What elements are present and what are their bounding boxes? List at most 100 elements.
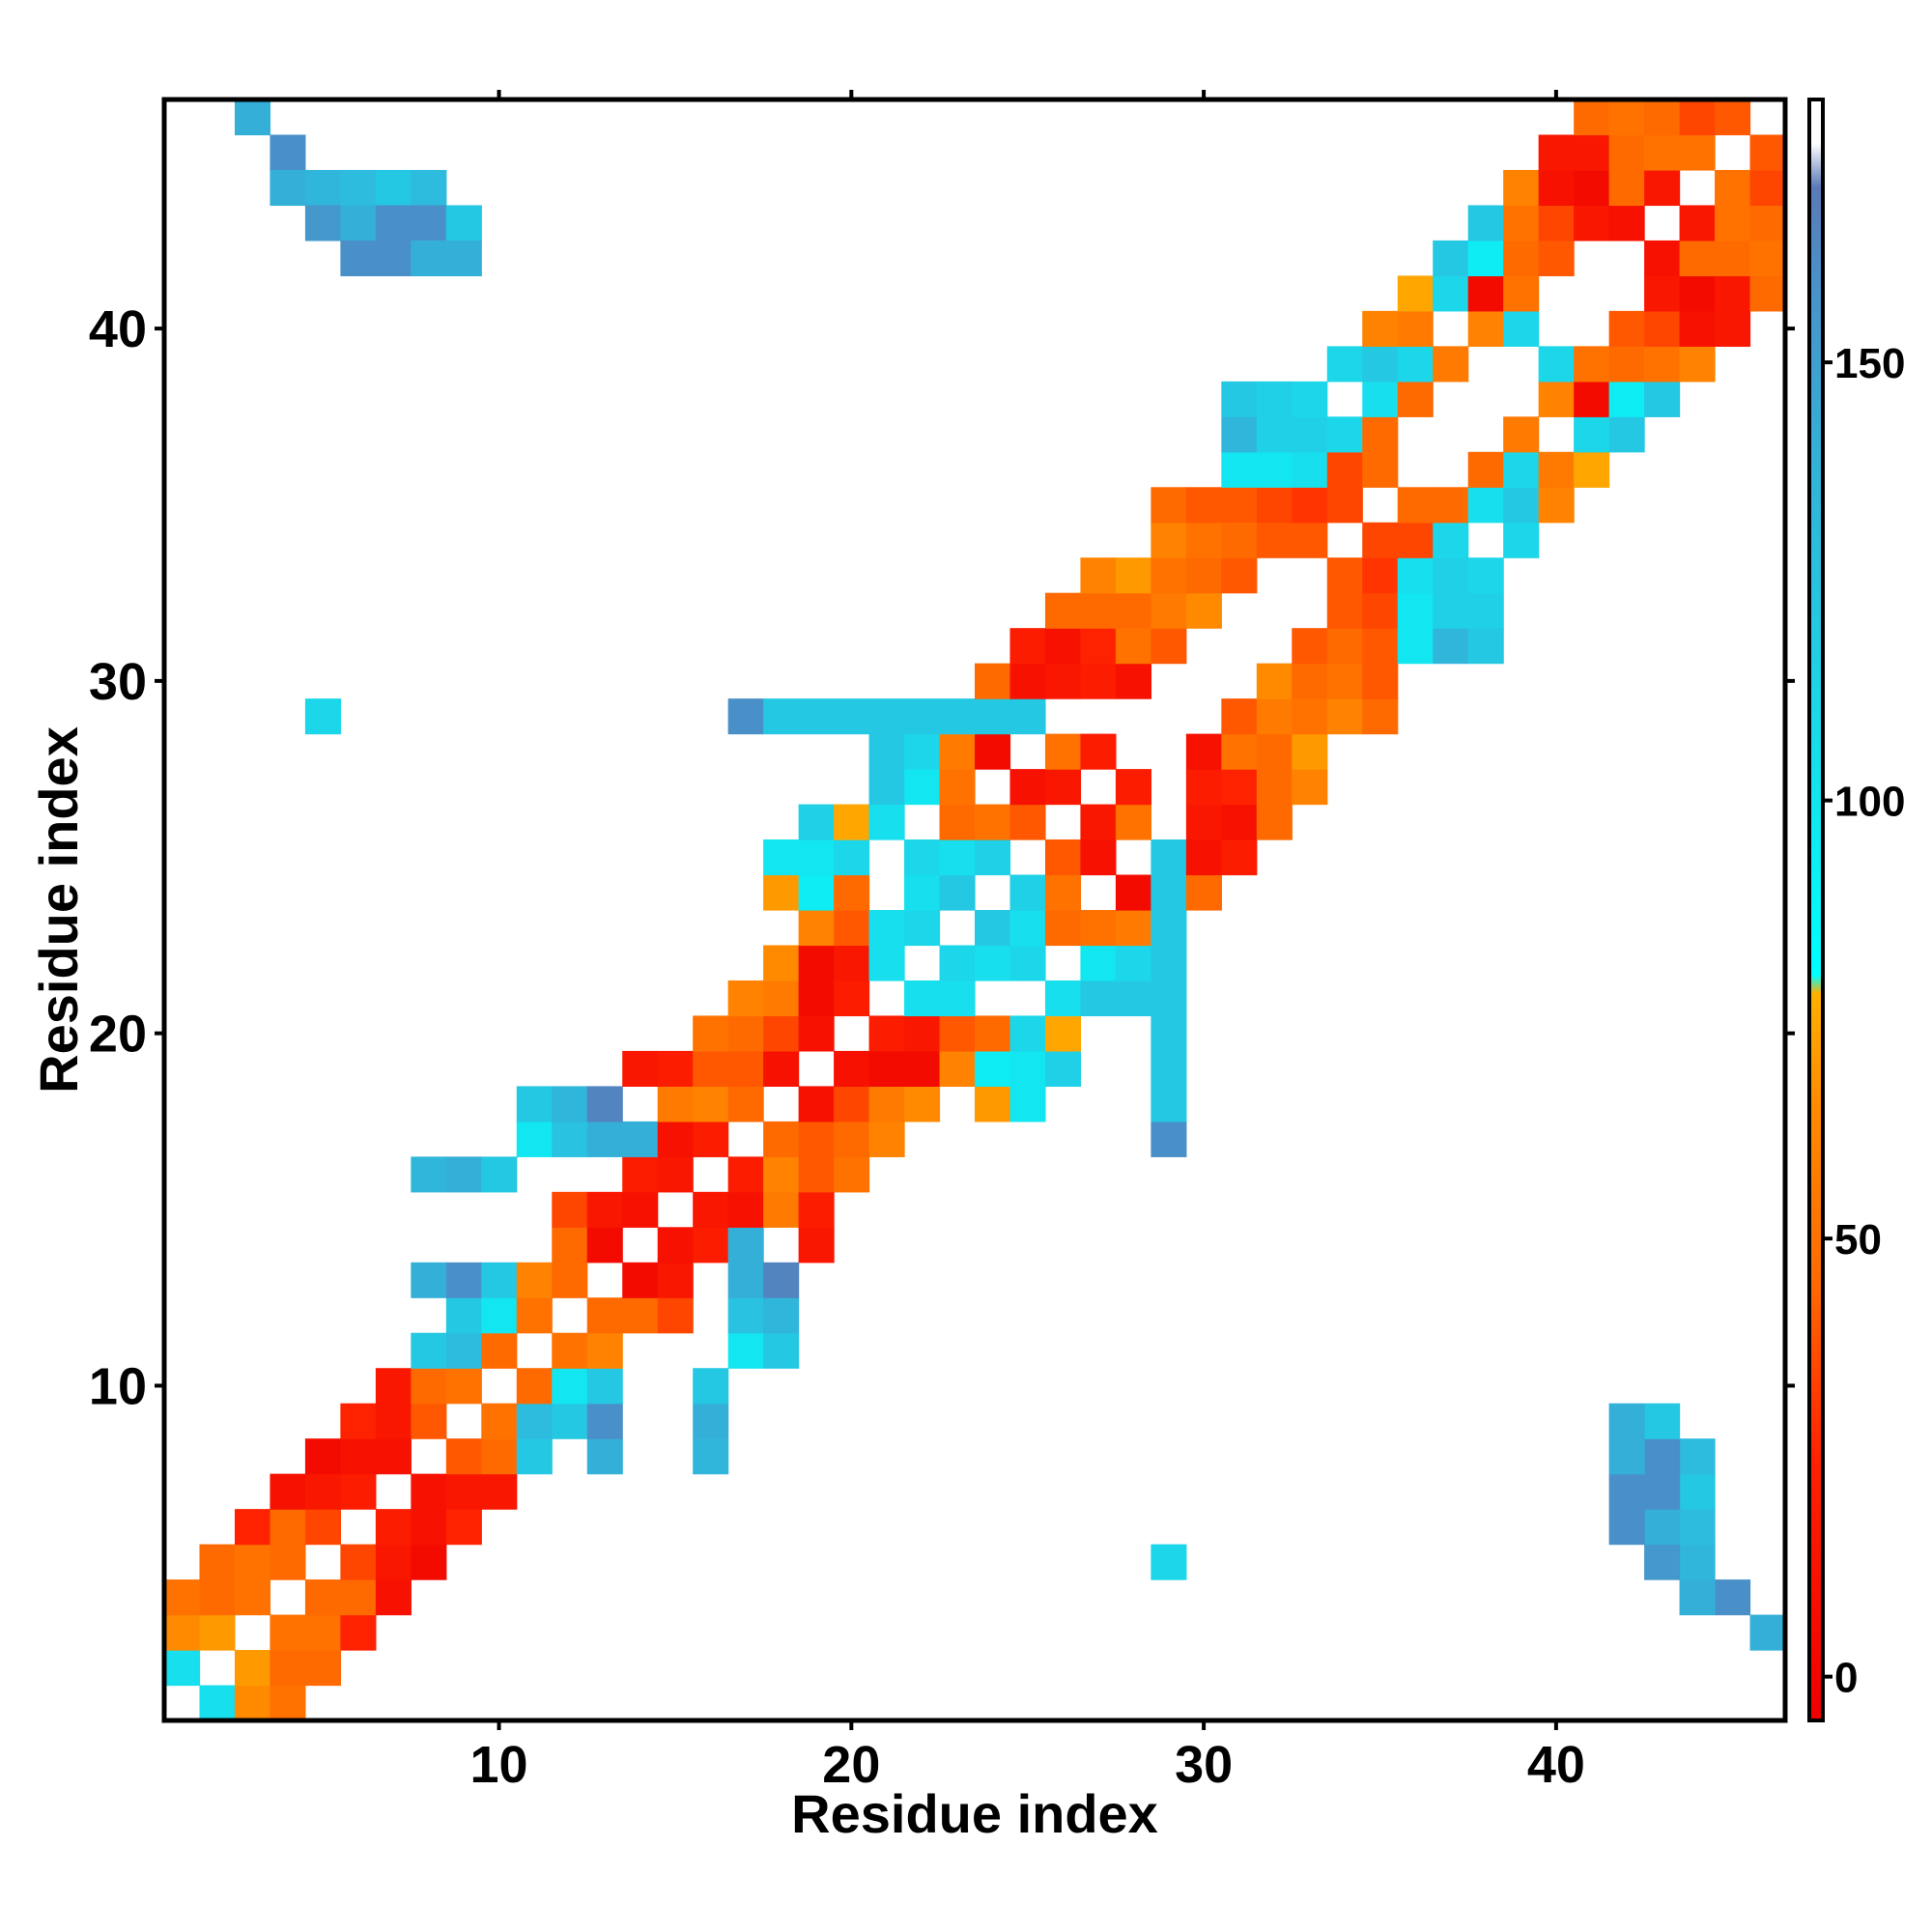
heatmap-cell bbox=[1679, 1438, 1716, 1475]
heatmap-cell bbox=[1151, 1121, 1187, 1157]
heatmap-cell bbox=[1538, 205, 1575, 242]
heatmap-cell bbox=[904, 874, 941, 911]
heatmap-cell bbox=[1326, 416, 1363, 453]
heatmap-cell bbox=[1397, 346, 1434, 383]
heatmap-cell bbox=[270, 134, 306, 171]
heatmap-cell bbox=[834, 839, 870, 876]
heatmap-cell bbox=[340, 240, 377, 276]
heatmap-cell bbox=[1151, 628, 1187, 665]
heatmap-cell bbox=[1044, 980, 1082, 1017]
heatmap-cell bbox=[693, 1438, 729, 1475]
heatmap-cell bbox=[1044, 1050, 1082, 1087]
heatmap-cell bbox=[1326, 557, 1363, 594]
heatmap-cell bbox=[375, 1438, 412, 1475]
heatmap-cell bbox=[939, 945, 976, 981]
heatmap-cell bbox=[1679, 240, 1716, 276]
heatmap-cell bbox=[1326, 487, 1363, 524]
heatmap-cell bbox=[270, 169, 306, 207]
heatmap-cell bbox=[340, 1614, 377, 1651]
heatmap-cell bbox=[1326, 628, 1363, 665]
heatmap-cell bbox=[1644, 275, 1681, 312]
heatmap-cell bbox=[657, 1262, 694, 1298]
heatmap-cell bbox=[1574, 346, 1610, 383]
heatmap-cell bbox=[1433, 628, 1469, 665]
heatmap-cell bbox=[1362, 522, 1399, 558]
heatmap-cell bbox=[904, 910, 941, 947]
heatmap-cell bbox=[1503, 522, 1540, 558]
heatmap-cell bbox=[939, 980, 976, 1017]
heatmap-cell bbox=[1715, 310, 1751, 347]
x-tick-label: 40 bbox=[1527, 1736, 1585, 1794]
heatmap-cell bbox=[1044, 1015, 1082, 1052]
heatmap-cell bbox=[516, 1403, 553, 1439]
heatmap-cell bbox=[1256, 769, 1293, 806]
heatmap-cell bbox=[164, 1650, 201, 1687]
heatmap-cell bbox=[1503, 240, 1540, 276]
heatmap-cell bbox=[164, 1614, 201, 1651]
heatmap-cell bbox=[1009, 874, 1046, 911]
heatmap-cell bbox=[904, 698, 941, 735]
heatmap-cell bbox=[798, 698, 835, 735]
heatmap-cell bbox=[868, 945, 905, 981]
heatmap-cell bbox=[1538, 451, 1575, 488]
heatmap-cell bbox=[868, 1121, 905, 1157]
heatmap-cell bbox=[1080, 980, 1117, 1017]
heatmap-cell bbox=[763, 839, 800, 876]
heatmap-cell bbox=[975, 698, 1011, 735]
heatmap-cell bbox=[1044, 628, 1082, 665]
heatmap-cell bbox=[868, 698, 905, 735]
heatmap-cell bbox=[975, 1015, 1011, 1052]
heatmap-cell bbox=[375, 1509, 412, 1546]
plot-frame bbox=[161, 97, 1788, 1723]
heatmap-cell bbox=[868, 733, 905, 770]
heatmap-cell bbox=[199, 1614, 236, 1651]
heatmap-cell bbox=[1574, 381, 1610, 417]
colorbar-tick-label: 100 bbox=[1834, 779, 1905, 826]
x-tick-label: 20 bbox=[822, 1736, 880, 1794]
colorbar-ticks: 0 50 100 150 bbox=[1823, 340, 1905, 1702]
heatmap-cell bbox=[798, 804, 835, 840]
heatmap-cell bbox=[304, 205, 341, 242]
heatmap-cell bbox=[975, 945, 1011, 981]
heatmap-cell bbox=[868, 1086, 905, 1122]
heatmap-cell bbox=[304, 1650, 341, 1687]
heatmap-cell bbox=[763, 945, 800, 981]
heatmap-cell bbox=[1679, 275, 1716, 312]
heatmap-cell bbox=[939, 733, 976, 770]
heatmap-cell bbox=[1362, 451, 1399, 488]
heatmap-cell bbox=[1644, 346, 1681, 383]
heatmap-cell bbox=[727, 1227, 764, 1264]
heatmap-cell bbox=[1467, 275, 1504, 312]
heatmap-cell bbox=[340, 1403, 377, 1439]
heatmap-cell bbox=[1256, 804, 1293, 840]
heatmap-cell bbox=[798, 1015, 835, 1052]
heatmap-cell bbox=[270, 1544, 306, 1580]
heatmap-cell bbox=[516, 1121, 553, 1157]
heatmap-cell bbox=[1080, 804, 1117, 840]
heatmap-cell bbox=[1644, 99, 1681, 136]
heatmap-cell bbox=[375, 1579, 412, 1616]
heatmap-cell bbox=[904, 1015, 941, 1052]
heatmap-cell bbox=[586, 1297, 623, 1334]
heatmap-cell bbox=[411, 1403, 447, 1439]
y-tick-label: 40 bbox=[89, 300, 147, 358]
heatmap-cell bbox=[1503, 310, 1540, 347]
heatmap-cell bbox=[763, 980, 800, 1017]
heatmap-cell bbox=[1292, 416, 1328, 453]
heatmap-cell bbox=[586, 1227, 623, 1264]
heatmap-cell bbox=[445, 1368, 482, 1405]
heatmap-cell bbox=[693, 1227, 729, 1264]
heatmap-cell bbox=[1503, 487, 1540, 524]
heatmap-cell bbox=[481, 1403, 518, 1439]
heatmap-cell bbox=[763, 1332, 800, 1369]
heatmap-cell bbox=[1715, 240, 1751, 276]
heatmap-cell bbox=[693, 1403, 729, 1439]
heatmap-cell bbox=[693, 1015, 729, 1052]
heatmap-cell bbox=[1538, 487, 1575, 524]
heatmap-cell bbox=[552, 1121, 588, 1157]
heatmap-cell bbox=[586, 1368, 623, 1405]
heatmap-cell bbox=[1221, 804, 1258, 840]
heatmap-cell bbox=[975, 804, 1011, 840]
heatmap-cell bbox=[1397, 487, 1434, 524]
heatmap-cell bbox=[1009, 945, 1046, 981]
